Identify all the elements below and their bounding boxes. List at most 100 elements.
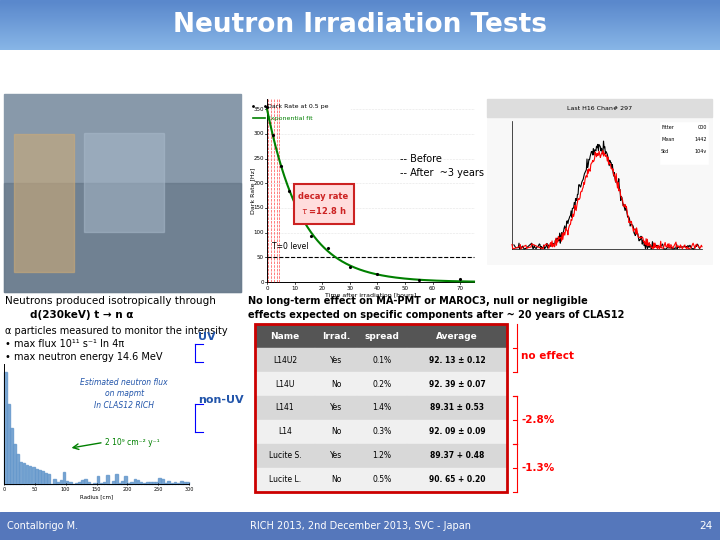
Text: 92. 13 ± 0.12: 92. 13 ± 0.12 bbox=[428, 355, 485, 364]
Bar bbox=[158, 478, 161, 484]
Bar bbox=[357, 348, 407, 372]
Bar bbox=[315, 444, 357, 468]
Text: 50: 50 bbox=[32, 487, 38, 492]
Bar bbox=[315, 396, 357, 420]
Bar bbox=[174, 482, 176, 484]
Bar bbox=[22, 463, 25, 484]
Text: Lucite L.: Lucite L. bbox=[269, 475, 301, 484]
Bar bbox=[13, 444, 16, 484]
Bar bbox=[146, 482, 148, 484]
Text: 30: 30 bbox=[346, 286, 354, 291]
Text: 350: 350 bbox=[253, 106, 264, 112]
Bar bbox=[41, 471, 44, 484]
Bar bbox=[7, 404, 10, 484]
Bar bbox=[14, 133, 74, 272]
Text: 104v: 104v bbox=[695, 148, 707, 154]
Bar bbox=[357, 324, 407, 348]
Text: 50: 50 bbox=[402, 286, 408, 291]
Bar bbox=[255, 348, 315, 372]
Text: Last H16 Chan# 297: Last H16 Chan# 297 bbox=[567, 106, 632, 111]
Bar bbox=[96, 476, 99, 484]
Bar bbox=[315, 468, 357, 492]
Bar bbox=[315, 372, 357, 396]
Text: 250: 250 bbox=[253, 156, 264, 161]
Bar bbox=[407, 348, 507, 372]
Text: 100: 100 bbox=[61, 487, 71, 492]
Text: Yes: Yes bbox=[330, 355, 342, 364]
Text: 150: 150 bbox=[253, 205, 264, 211]
Bar bbox=[106, 475, 109, 484]
Bar bbox=[44, 472, 47, 484]
Text: 200: 200 bbox=[122, 487, 132, 492]
Bar bbox=[66, 482, 68, 484]
Bar bbox=[152, 482, 155, 484]
Bar bbox=[68, 482, 71, 484]
Text: Dark Rate at 0.5 pe: Dark Rate at 0.5 pe bbox=[267, 104, 328, 109]
Bar bbox=[245, 94, 482, 294]
Bar bbox=[137, 481, 140, 484]
Bar bbox=[176, 483, 179, 484]
Text: • max neutron energy 14.6 MeV: • max neutron energy 14.6 MeV bbox=[5, 352, 163, 362]
Text: L14U2: L14U2 bbox=[273, 355, 297, 364]
Bar bbox=[255, 324, 507, 492]
Bar bbox=[118, 483, 121, 484]
Bar bbox=[164, 483, 167, 484]
Text: -2.8%: -2.8% bbox=[521, 415, 554, 425]
Text: 1.2%: 1.2% bbox=[372, 451, 392, 461]
Bar bbox=[315, 324, 357, 348]
Text: 1.4%: 1.4% bbox=[372, 403, 392, 413]
Text: 40: 40 bbox=[374, 286, 381, 291]
Bar bbox=[17, 454, 19, 484]
Bar bbox=[103, 482, 105, 484]
Text: 000: 000 bbox=[698, 125, 707, 130]
Text: α particles measured to monitor the intensity: α particles measured to monitor the inte… bbox=[5, 326, 228, 336]
Text: Estimated neutron flux
on mapmt
In CLAS12 RICH: Estimated neutron flux on mapmt In CLAS1… bbox=[81, 377, 168, 410]
Bar bbox=[38, 470, 41, 484]
Text: • max flux 10¹¹ s⁻¹ In 4π: • max flux 10¹¹ s⁻¹ In 4π bbox=[5, 339, 125, 349]
Bar bbox=[186, 482, 189, 484]
Text: -- Before: -- Before bbox=[400, 154, 442, 164]
Bar bbox=[255, 420, 315, 444]
Bar bbox=[357, 396, 407, 420]
Text: 89.37 + 0.48: 89.37 + 0.48 bbox=[430, 451, 484, 461]
Bar bbox=[357, 420, 407, 444]
Bar bbox=[4, 183, 241, 292]
Text: 200: 200 bbox=[253, 181, 264, 186]
Text: Yes: Yes bbox=[330, 403, 342, 413]
Text: Average: Average bbox=[436, 332, 478, 341]
Bar bbox=[4, 372, 6, 484]
Text: 60: 60 bbox=[429, 286, 436, 291]
Text: no effect: no effect bbox=[521, 351, 574, 361]
Text: -1.3%: -1.3% bbox=[521, 463, 554, 473]
Bar bbox=[94, 483, 96, 484]
Text: Std: Std bbox=[661, 148, 670, 154]
Text: 89.31 ± 0.53: 89.31 ± 0.53 bbox=[430, 403, 484, 413]
Bar bbox=[407, 396, 507, 420]
Bar bbox=[140, 482, 143, 484]
Text: Contalbrigo M.: Contalbrigo M. bbox=[7, 521, 78, 531]
FancyBboxPatch shape bbox=[294, 184, 354, 224]
Bar bbox=[171, 483, 174, 484]
Bar bbox=[487, 99, 712, 117]
Text: 70: 70 bbox=[456, 286, 464, 291]
Bar bbox=[180, 481, 183, 484]
Bar bbox=[407, 468, 507, 492]
Bar bbox=[26, 464, 28, 484]
Bar bbox=[19, 462, 22, 484]
Text: 150: 150 bbox=[92, 487, 102, 492]
Text: decay rate: decay rate bbox=[299, 192, 348, 201]
Bar bbox=[63, 472, 66, 484]
Text: 0.2%: 0.2% bbox=[372, 380, 392, 388]
Text: Lucite S.: Lucite S. bbox=[269, 451, 301, 461]
Bar bbox=[81, 480, 84, 484]
Text: No: No bbox=[330, 380, 341, 388]
Bar bbox=[255, 372, 315, 396]
Text: 90. 65 + 0.20: 90. 65 + 0.20 bbox=[428, 475, 485, 484]
Text: 300: 300 bbox=[184, 487, 194, 492]
Bar bbox=[112, 481, 114, 484]
Text: RICH 2013, 2nd December 2013, SVC - Japan: RICH 2013, 2nd December 2013, SVC - Japa… bbox=[250, 521, 470, 531]
Text: Name: Name bbox=[271, 332, 300, 341]
Bar bbox=[125, 476, 127, 484]
Bar bbox=[99, 483, 102, 484]
Bar bbox=[84, 133, 164, 232]
